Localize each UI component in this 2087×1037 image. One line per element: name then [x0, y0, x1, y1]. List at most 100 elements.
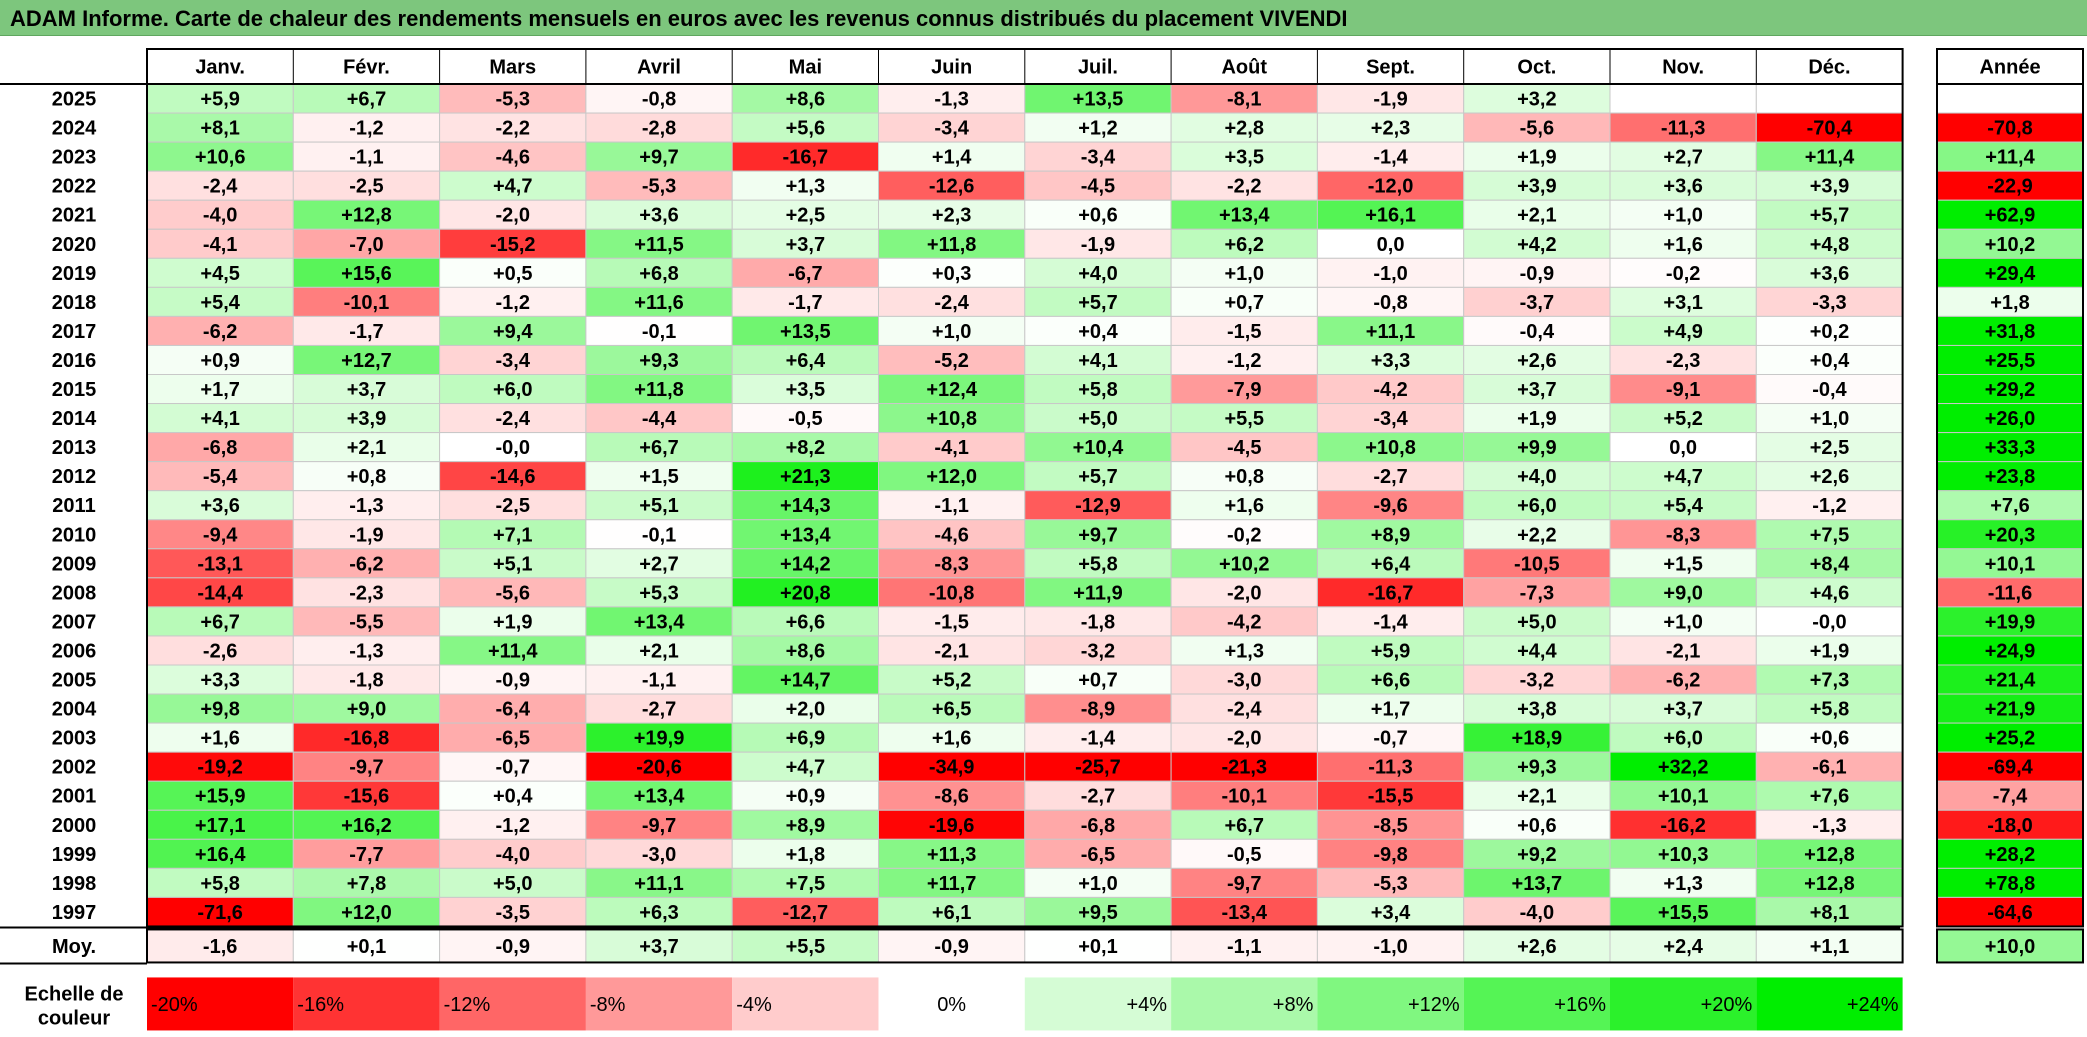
avg-annual-cell	[1936, 928, 2084, 964]
month-header-2: Févr.	[343, 57, 390, 79]
annual-cell	[1936, 199, 2084, 230]
row-label-1997: 1997	[52, 902, 97, 924]
cell-value: +3,3	[200, 670, 239, 692]
annual-value: +26,0	[1985, 408, 2036, 430]
cell-value: +5,1	[639, 495, 678, 517]
heatmap-cell	[1755, 83, 1904, 114]
heatmap-cell	[1463, 577, 1611, 608]
heatmap-cell	[731, 693, 880, 724]
heatmap-cell	[1316, 170, 1465, 201]
row-label-2007: 2007	[52, 611, 97, 633]
heatmap-cell	[1609, 228, 1757, 259]
cell-value: +13,7	[1512, 873, 1563, 895]
cell-value: +5,1	[493, 553, 532, 575]
heatmap-cell	[585, 403, 733, 434]
heatmap-cell	[146, 867, 294, 898]
heatmap-cell	[292, 606, 441, 637]
cell-value: -3,3	[1812, 292, 1846, 314]
cell-value: +5,8	[1078, 379, 1117, 401]
heatmap-cell	[1024, 141, 1172, 172]
cell-value: -3,5	[496, 902, 530, 924]
cell-value: -1,2	[1227, 350, 1261, 372]
cell-value: +3,6	[1810, 263, 1849, 285]
heatmap-cell	[878, 490, 1026, 521]
annual-value: -11,6	[1988, 582, 2032, 604]
heatmap-cell	[1755, 170, 1904, 201]
scale-swatch	[147, 977, 294, 1031]
scale-label: +4%	[1127, 994, 1168, 1016]
cell-value: -4,5	[1081, 176, 1115, 198]
annual-value: -18,0	[1987, 815, 2033, 837]
cell-value: -8,3	[934, 553, 968, 575]
heatmap-cell	[1755, 344, 1904, 376]
cell-value: +0,4	[1078, 321, 1118, 343]
cell-value: +6,7	[1225, 815, 1264, 837]
heatmap-cell	[146, 199, 294, 230]
row-label-2015: 2015	[52, 379, 97, 401]
cell-value: +9,4	[493, 321, 533, 343]
cell-value: -3,7	[1520, 292, 1554, 314]
heatmap-cell	[146, 635, 294, 666]
heatmap-cell	[1024, 867, 1172, 898]
heatmap-cell	[292, 635, 441, 666]
cell-value: -2,6	[203, 640, 237, 662]
scale-swatch	[1171, 977, 1318, 1031]
cell-value: -1,2	[349, 118, 383, 140]
heatmap-cell	[1755, 693, 1904, 724]
cell-value: -7,0	[349, 234, 383, 256]
heatmap-cell	[1463, 490, 1611, 521]
heatmap-cell	[1609, 722, 1757, 753]
cell-value: -2,2	[1227, 176, 1261, 198]
cell-value: -2,4	[496, 408, 531, 430]
cell-value: +3,8	[1517, 699, 1556, 721]
row-label-2014: 2014	[52, 408, 97, 430]
heatmap-cell	[146, 809, 294, 840]
heatmap-cell	[1609, 780, 1757, 811]
cell-value: +6,8	[639, 263, 678, 285]
heatmap-cell	[1170, 606, 1318, 637]
cell-value: +0,5	[493, 263, 532, 285]
heatmap-cell	[1316, 315, 1465, 346]
cell-value: +1,9	[1810, 640, 1849, 662]
heatmap-cell	[878, 751, 1026, 782]
avg-cell	[1755, 928, 1904, 963]
heatmap-cell	[1463, 548, 1611, 579]
heatmap-cell	[1463, 519, 1611, 550]
cell-value: +6,5	[932, 699, 971, 721]
cell-value: +6,2	[1225, 234, 1264, 256]
annual-cell	[1936, 606, 2084, 637]
row-label-2009: 2009	[52, 553, 97, 575]
cell-value: -5,2	[934, 350, 968, 372]
avg-value: -1,1	[1227, 936, 1261, 958]
row-label-2006: 2006	[52, 640, 97, 662]
cell-value: +1,0	[1225, 263, 1264, 285]
row-label-2019: 2019	[52, 263, 97, 285]
cell-value: -2,0	[1227, 582, 1261, 604]
cell-value: +8,9	[786, 815, 825, 837]
heatmap-cell	[292, 867, 441, 898]
heatmap-cell	[1316, 606, 1465, 637]
heatmap-cell	[878, 461, 1026, 492]
heatmap-cell	[878, 199, 1026, 230]
scale-swatch	[293, 977, 440, 1031]
cell-value: +7,5	[786, 873, 825, 895]
cell-value: +6,4	[786, 350, 826, 372]
heatmap-cell	[1024, 635, 1172, 666]
heatmap-cell	[1609, 461, 1757, 492]
heatmap-cell	[1463, 751, 1611, 782]
heatmap-cell	[1609, 83, 1757, 114]
avg-cell	[585, 928, 733, 963]
cell-value: -2,7	[642, 699, 676, 721]
cell-value: -5,3	[496, 89, 530, 111]
avg-value: +3,7	[639, 936, 678, 958]
heatmap-cell	[731, 315, 880, 346]
cell-value: -2,2	[496, 118, 530, 140]
cell-value: +6,9	[786, 728, 825, 750]
heatmap-cell	[1170, 548, 1318, 579]
cell-value: +4,2	[1517, 234, 1556, 256]
cell-value: +6,0	[1517, 495, 1556, 517]
cell-value: -8,6	[934, 786, 968, 808]
cell-value: -0,9	[496, 670, 530, 692]
cell-value: +5,6	[786, 118, 825, 140]
heatmap-cell	[878, 693, 1026, 724]
